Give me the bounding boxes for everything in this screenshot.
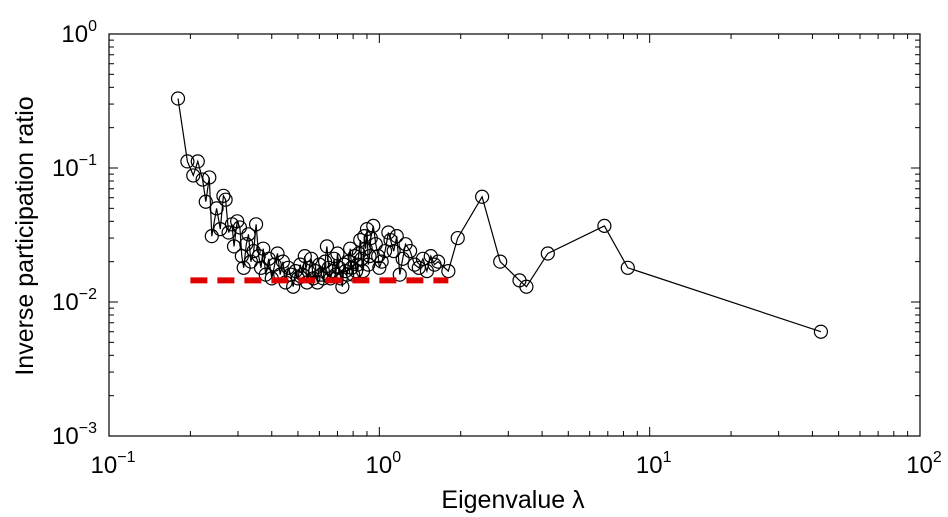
ipr-data-point [597, 218, 612, 233]
x-tick-label: 102 [906, 449, 942, 479]
ipr-data-point [361, 257, 376, 272]
ipr-data-point [403, 243, 418, 259]
y-tick-label: 10−2 [52, 286, 97, 316]
ipr-data-point [218, 192, 233, 207]
ipr-data-point [251, 249, 266, 264]
ipr-data-point [493, 254, 508, 269]
ipr-data-point [170, 91, 186, 106]
ipr-data-point [330, 246, 345, 261]
ipr-data-point [386, 243, 401, 259]
ipr-data-point [374, 254, 389, 269]
ipr-data-point [381, 225, 396, 240]
ipr-data-point [232, 220, 248, 235]
y-tick-label: 10−1 [52, 152, 97, 182]
plot-frame [108, 33, 921, 437]
ipr-series-line [177, 98, 822, 333]
y-tick-label: 10−3 [52, 420, 97, 450]
ipr-data-point [216, 188, 231, 203]
y-tick-label: 100 [61, 18, 97, 48]
ipr-data-point [180, 154, 195, 169]
ipr-data-point [450, 230, 465, 246]
ipr-data-point [362, 249, 377, 264]
x-axis-ticks [108, 34, 909, 436]
x-axis-tick-labels: 10−1 100 101 102 [91, 449, 942, 479]
ipr-data-point [372, 260, 387, 275]
ipr-data-point [209, 201, 224, 216]
ipr-data-point [293, 257, 308, 272]
ipr-data-point [813, 324, 829, 339]
ipr-data-point [286, 279, 301, 294]
x-tick-label: 10−1 [91, 449, 136, 479]
ipr-data-point [190, 154, 205, 169]
ipr-data-point [519, 279, 534, 294]
ipr-data-point [202, 170, 217, 185]
ipr-data-point [186, 168, 201, 183]
ipr-data-point [423, 249, 438, 264]
ipr-data-point [475, 189, 490, 204]
ipr-data-point [395, 251, 410, 266]
ipr-data-point [411, 260, 426, 275]
ipr-data-point [389, 229, 404, 244]
ipr-data-point [246, 243, 261, 259]
y-axis-ticks [109, 39, 920, 437]
y-axis-title: Inverse participation ratio [11, 96, 39, 375]
ipr-data-point [353, 232, 368, 248]
ipr-data-point [359, 221, 375, 237]
ipr-data-point [335, 279, 350, 294]
x-tick-label: 101 [636, 449, 672, 479]
ipr-data-point [204, 229, 219, 244]
x-tick-label: 100 [366, 449, 402, 479]
ipr-data-point [347, 249, 362, 264]
series-layer [170, 91, 829, 339]
ipr-data-point [343, 241, 358, 256]
ipr-data-point [195, 172, 210, 187]
ipr-data-point [270, 246, 285, 261]
ipr-data-point [427, 257, 442, 272]
ipr-data-point [620, 260, 635, 275]
ipr-data-point [540, 246, 555, 261]
x-axis-title: Eigenvalue λ [441, 486, 585, 514]
ipr-data-point [431, 254, 446, 269]
ipr-data-point [230, 214, 245, 229]
ipr-data-point [248, 217, 264, 232]
ipr-data-point [398, 237, 413, 252]
ipr-data-point [319, 239, 335, 254]
ipr-data-point [392, 267, 407, 282]
ipr-data-point [366, 218, 381, 233]
y-axis-tick-labels: 100 10−1 10−2 10−3 [52, 18, 97, 450]
ipr-data-point [241, 227, 256, 242]
ipr-data-point [198, 194, 213, 209]
plot-border [108, 33, 921, 437]
